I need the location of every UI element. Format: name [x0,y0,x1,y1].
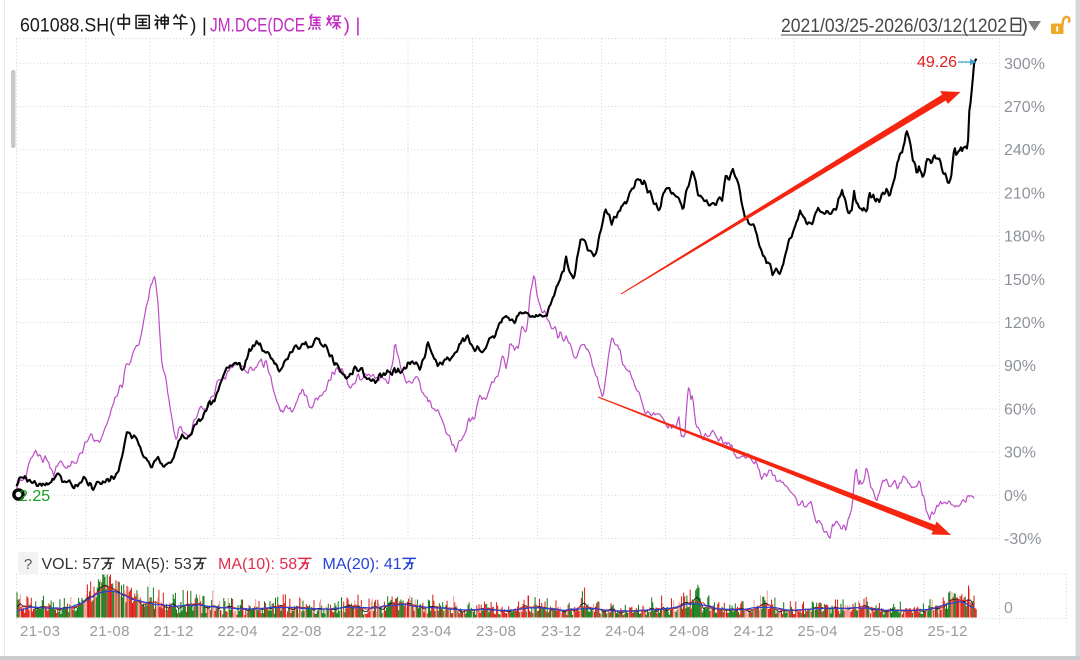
svg-text:VOL: 57: VOL: 57 [42,556,101,573]
svg-text:90%: 90% [1004,358,1036,375]
svg-text:): ) [1022,15,1029,37]
svg-text:24-08: 24-08 [669,623,709,640]
svg-text:?: ? [24,556,32,573]
svg-text:180%: 180% [1004,229,1045,246]
svg-text:150%: 150% [1004,272,1045,289]
svg-text:24-04: 24-04 [605,623,645,640]
svg-text:23-04: 23-04 [412,623,452,640]
svg-text:25-12: 25-12 [928,623,968,640]
svg-text:60%: 60% [1004,401,1036,418]
svg-text:22-04: 22-04 [218,623,258,640]
svg-text:2021/03/25-2026/03/12(1202: 2021/03/25-2026/03/12(1202 [781,15,1007,37]
svg-text:21-12: 21-12 [154,623,194,640]
svg-text:210%: 210% [1004,185,1045,202]
svg-text:49.26: 49.26 [917,54,957,71]
svg-text:240%: 240% [1004,142,1045,159]
svg-text:0: 0 [1004,600,1013,617]
svg-text:2.25: 2.25 [19,488,50,505]
svg-text:601088.SH(: 601088.SH( [20,15,115,37]
svg-text:) |: ) | [344,15,361,37]
svg-text:) |: ) | [190,15,207,37]
svg-text:21-03: 21-03 [20,623,60,640]
svg-text:120%: 120% [1004,315,1045,332]
svg-text:30%: 30% [1004,445,1036,462]
svg-text:-30%: -30% [1004,531,1041,548]
svg-text:MA(10): 58: MA(10): 58 [218,556,297,573]
svg-text:21-08: 21-08 [90,623,130,640]
svg-text:MA(20): 41: MA(20): 41 [323,556,402,573]
svg-text:25-04: 25-04 [798,623,838,640]
svg-text:24-12: 24-12 [734,623,774,640]
svg-text:270%: 270% [1004,99,1045,116]
svg-text:0%: 0% [1004,488,1027,505]
svg-text:22-08: 22-08 [282,623,322,640]
svg-text:JM.DCE(DCE: JM.DCE(DCE [210,15,305,37]
svg-text:25-08: 25-08 [864,623,904,640]
svg-text:23-08: 23-08 [476,623,516,640]
svg-text:22-12: 22-12 [347,623,387,640]
svg-text:MA(5): 53: MA(5): 53 [122,556,192,573]
svg-text:23-12: 23-12 [541,623,581,640]
svg-text:300%: 300% [1004,56,1045,73]
